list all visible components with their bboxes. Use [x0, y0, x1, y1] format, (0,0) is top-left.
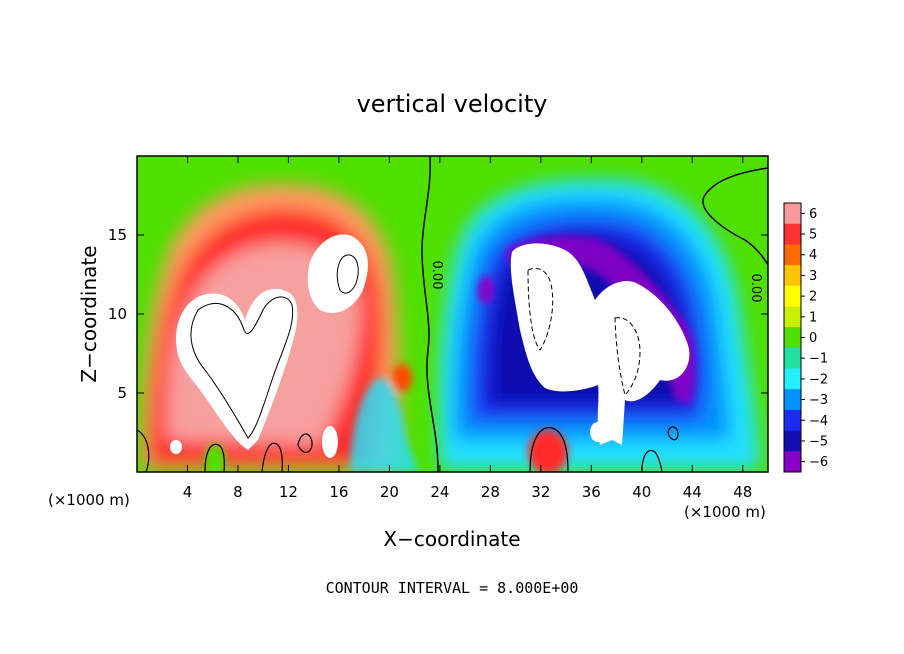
colorbar-swatch [784, 223, 801, 245]
x-tick-label: 48 [733, 483, 752, 501]
x-tick-label: 8 [233, 483, 243, 501]
colorbar-label: −4 [809, 414, 828, 429]
colorbar-swatch [784, 327, 801, 349]
downdraft-core [510, 243, 690, 445]
contour-zero-surface-2 [641, 450, 663, 472]
colorbar-swatch [784, 409, 801, 432]
colorbar-swatch [784, 244, 801, 266]
contour-zero-surface-3 [137, 429, 150, 472]
contour-zero-mid [421, 156, 439, 472]
y-axis-label: Z−coordinate [77, 245, 101, 382]
colorbar: 6 5 4 3 2 1 0 −1 −2 −3 −4 −5 −6 [783, 202, 828, 473]
x-tick-label: 4 [183, 483, 193, 501]
x-tick-label: 28 [481, 483, 500, 501]
y-tick-label: 5 [117, 384, 127, 402]
colorbar-swatch [784, 265, 801, 287]
x-tick-label: 12 [279, 483, 298, 501]
updraft-core-small-2 [170, 440, 182, 454]
x-tick-label: 16 [329, 483, 348, 501]
colorbar-swatch [784, 306, 801, 328]
colorbar-label: 6 [809, 207, 817, 222]
contour-zero-surface-5 [261, 442, 283, 472]
contour-zero-surface-7 [667, 426, 679, 441]
contour-interval-note: CONTOUR INTERVAL = 8.000E+00 [326, 579, 579, 597]
colorbar-label: 3 [809, 269, 817, 284]
surface-purple-cell [478, 276, 494, 304]
contour-zero-surface-6 [297, 433, 313, 453]
contour-downdraft-2 [614, 317, 641, 396]
colorbar-label: 1 [809, 310, 817, 325]
x-tick-label: 36 [582, 483, 601, 501]
x-tick-label: 24 [430, 483, 449, 501]
chart-title: vertical velocity [357, 90, 548, 118]
contour-zero-surface-4 [204, 443, 225, 472]
contour-zero-right [702, 167, 768, 266]
colorbar-label: 5 [809, 228, 817, 243]
surface-green-cell [205, 444, 225, 472]
updraft-core-top [307, 234, 368, 314]
contour-updraft-left [190, 296, 294, 439]
colorbar-swatch [784, 389, 801, 411]
y-tick-label: 15 [108, 226, 127, 244]
downdraft-core-small [590, 422, 606, 442]
x-axis-label: X−coordinate [383, 527, 520, 551]
x-tick-label: 40 [632, 483, 651, 501]
colorbar-label: −3 [809, 393, 828, 408]
colorbar-swatch [784, 368, 801, 390]
updraft-core-left [176, 288, 298, 450]
colorbar-swatch [784, 285, 801, 307]
colorbar-swatch [784, 451, 801, 473]
colorbar-label: −5 [809, 434, 828, 449]
contour-updraft-top [336, 254, 359, 294]
surface-cyan-band [350, 378, 420, 472]
colorbar-swatch [784, 347, 801, 370]
y-tick-label: 10 [108, 305, 127, 323]
colorbar-label: 2 [809, 290, 817, 305]
plot-area [137, 156, 768, 472]
colorbar-label: −6 [809, 455, 828, 470]
downdraft-purple-edge [505, 235, 696, 405]
colorbar-label: −2 [809, 372, 828, 387]
contour-zero-surface-1 [529, 427, 569, 472]
colorbar-swatch [784, 430, 801, 452]
contour-downdraft [527, 267, 554, 351]
x-tick-label: 20 [380, 483, 399, 501]
colorbar-swatch [784, 203, 801, 225]
y-unit-label: (×1000 m) [48, 491, 130, 509]
contour-label-mid: 0.00 [429, 261, 444, 290]
updraft-core-small-1 [322, 426, 338, 458]
x-tick-label: 32 [531, 483, 550, 501]
contour-lines [137, 156, 768, 472]
surface-red-cell [528, 430, 568, 472]
colorbar-label: 0 [809, 331, 817, 346]
contour-label-right: 0.00 [748, 274, 763, 303]
x-unit-label: (×1000 m) [684, 503, 766, 521]
x-tick-label: 44 [683, 483, 702, 501]
x-axis: 4 8 12 16 20 24 28 32 36 40 44 48 [183, 156, 752, 501]
y-axis: 5 10 15 [108, 226, 768, 402]
surface-orange-cell [392, 364, 412, 392]
colorbar-label: −1 [809, 352, 828, 367]
colorbar-label: 4 [809, 248, 817, 263]
